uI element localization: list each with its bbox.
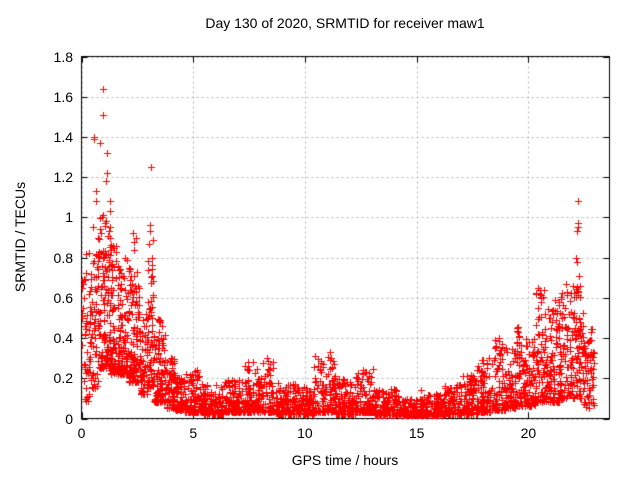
y-axis-label: SRMTID / TECUs xyxy=(12,181,28,293)
y-tick-label: 1.4 xyxy=(53,128,73,145)
y-tick-label: 0.6 xyxy=(53,289,73,306)
x-tick-label: 10 xyxy=(297,425,313,441)
x-tick-label: 5 xyxy=(189,425,198,441)
y-tick-label: 0 xyxy=(65,410,73,427)
y-tick-label: 1.2 xyxy=(53,169,73,186)
y-tick-label: 1.6 xyxy=(53,88,73,105)
y-tick-label: 1 xyxy=(65,209,73,226)
x-tick-label: 15 xyxy=(408,425,425,441)
x-tick-label: 0 xyxy=(77,425,86,441)
y-tick-label: 0.2 xyxy=(53,370,73,387)
y-tick-label: 1.8 xyxy=(53,48,73,65)
x-tick-label: 20 xyxy=(520,425,537,441)
chart-title: Day 130 of 2020, SRMTID for receiver maw… xyxy=(205,15,485,31)
y-tick-label: 0.4 xyxy=(53,330,73,347)
y-tick-label: 0.8 xyxy=(53,249,73,266)
x-axis-label: GPS time / hours xyxy=(291,452,399,468)
